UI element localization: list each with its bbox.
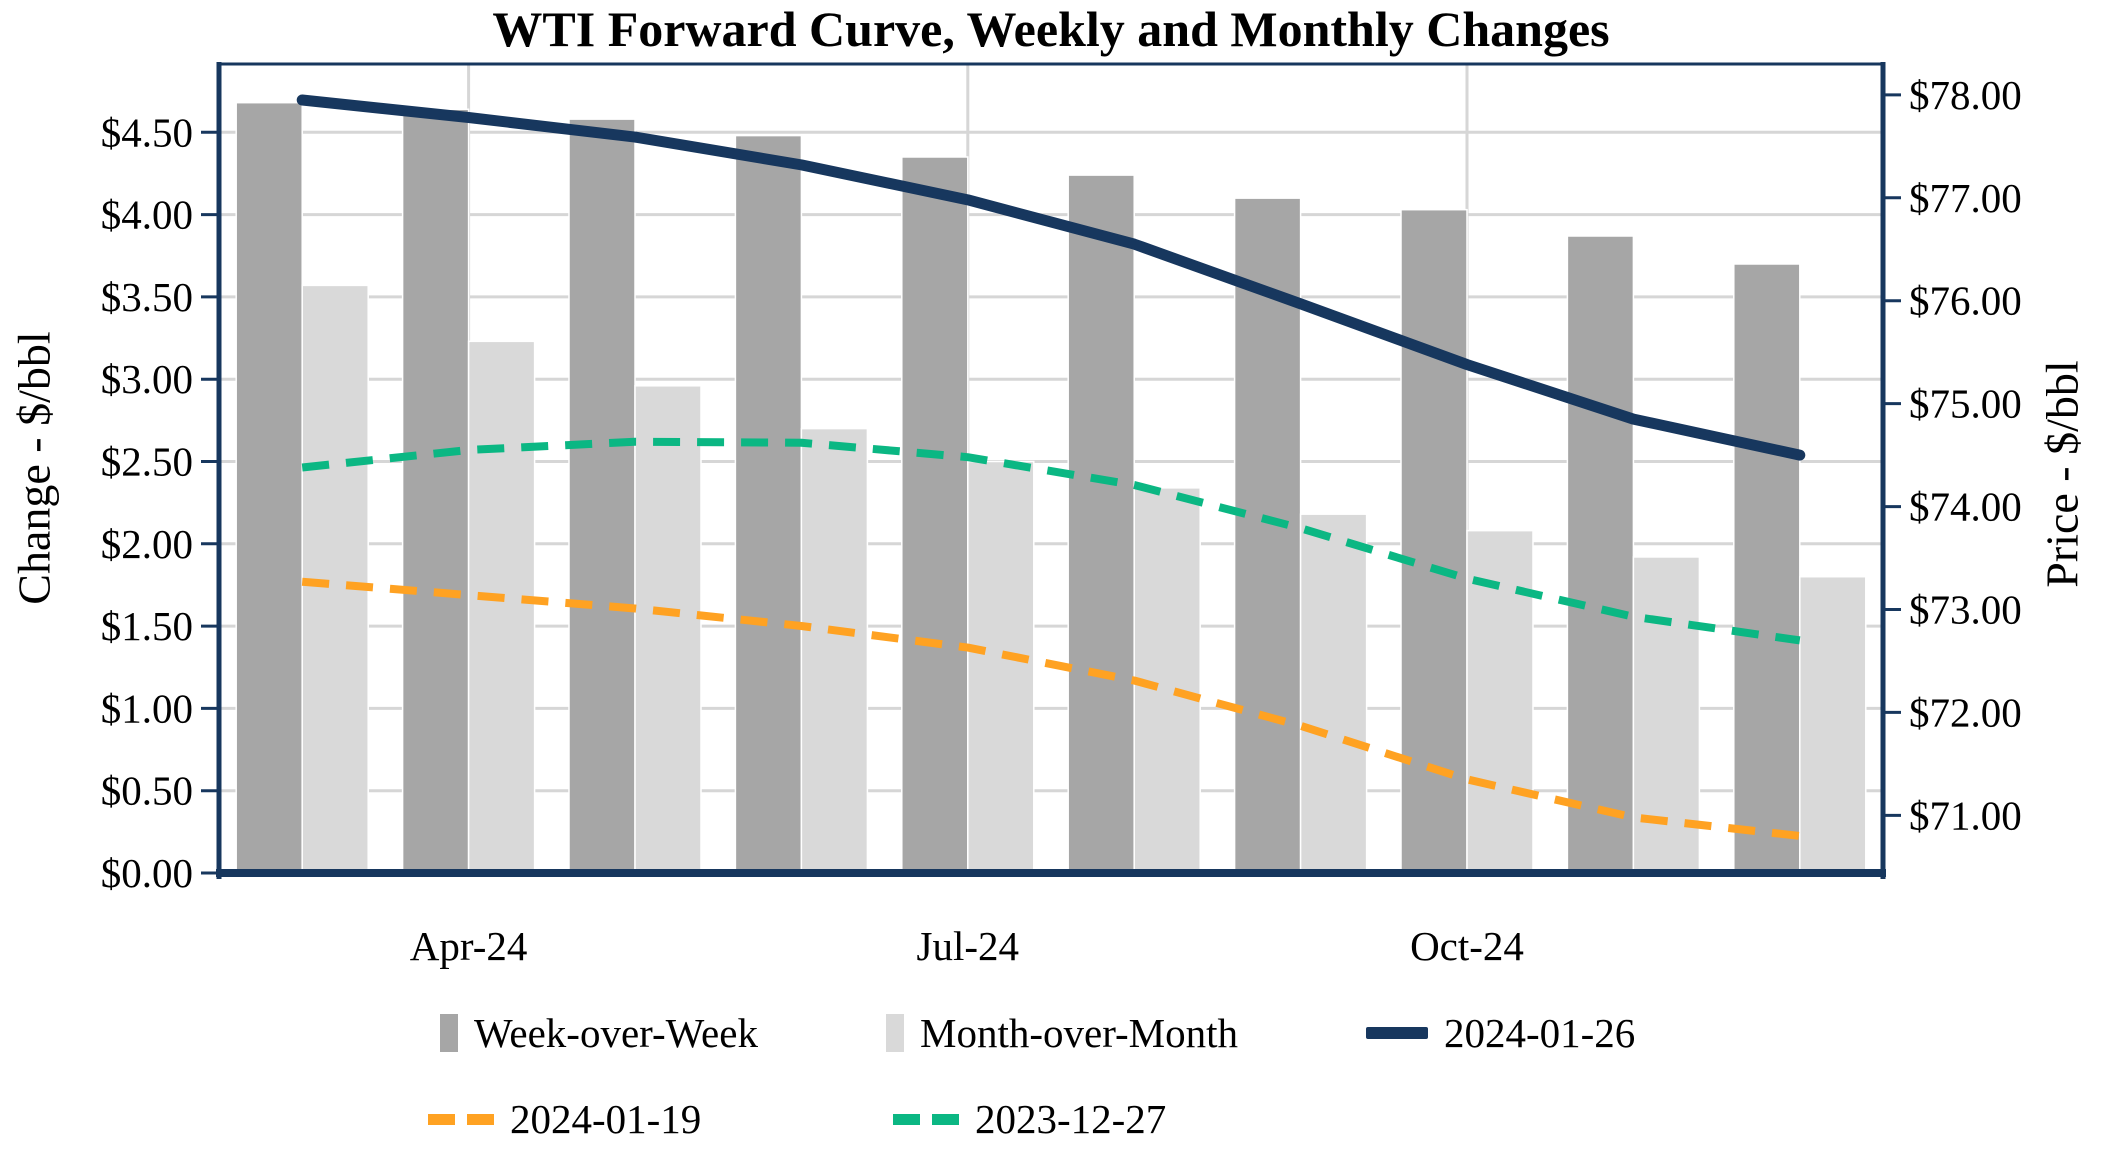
bar-week-over-week bbox=[235, 101, 303, 874]
bar-week-over-week bbox=[1067, 174, 1135, 874]
line-2023-12-27 bbox=[301, 437, 1801, 645]
right-axis-tick-label: $75.00 bbox=[1909, 381, 2022, 427]
bar-week-over-week bbox=[1733, 263, 1801, 874]
right-axis-tick-label: $77.00 bbox=[1909, 175, 2022, 221]
bar-week-over-week bbox=[734, 134, 803, 874]
bar-month-over-month bbox=[1299, 513, 1368, 874]
chart-title: WTI Forward Curve, Weekly and Monthly Ch… bbox=[492, 1, 1610, 57]
right-axis-tick-label: $76.00 bbox=[1909, 278, 2022, 324]
bar-month-over-month bbox=[800, 427, 869, 874]
left-axis-tick-label: $1.00 bbox=[101, 685, 193, 731]
left-axis-tick-label: $3.50 bbox=[101, 274, 193, 320]
left-axis-tick-label: $1.50 bbox=[101, 603, 193, 649]
left-axis-tick-label: $0.50 bbox=[101, 768, 193, 814]
left-axis-tick-label: $0.00 bbox=[101, 850, 193, 896]
left-axis-tick-label: $2.00 bbox=[101, 521, 193, 567]
line-2024-01-19 bbox=[301, 577, 1801, 840]
bar-month-over-month bbox=[467, 340, 536, 874]
right-axis-tick-label: $72.00 bbox=[1909, 689, 2022, 735]
x-axis-tick-label: Apr-24 bbox=[410, 923, 528, 969]
bar-week-over-week bbox=[568, 118, 636, 874]
bar-week-over-week bbox=[901, 156, 969, 874]
left-axis-tick-label: $2.50 bbox=[101, 439, 193, 485]
left-axis-tick-label: $4.50 bbox=[101, 109, 193, 155]
bar-month-over-month bbox=[634, 385, 702, 874]
right-axis-tick-label: $73.00 bbox=[1909, 587, 2022, 633]
bar-week-over-week bbox=[1400, 208, 1468, 874]
bar-week-over-week bbox=[1233, 197, 1302, 874]
x-axis-tick-label: Oct-24 bbox=[1410, 923, 1524, 969]
x-axis-tick-label: Jul-24 bbox=[917, 923, 1020, 969]
left-axis-tick-label: $3.00 bbox=[101, 356, 193, 402]
right-axis-tick-label: $74.00 bbox=[1909, 484, 2022, 530]
left-axis-tick-label: $4.00 bbox=[101, 192, 193, 238]
bar-week-over-week bbox=[1566, 235, 1635, 874]
line-2024-01-26 bbox=[296, 94, 1806, 461]
bar-week-over-week bbox=[401, 108, 470, 874]
right-axis-tick-label: $71.00 bbox=[1909, 792, 2022, 838]
bar-month-over-month bbox=[967, 460, 1035, 874]
bar-month-over-month bbox=[1799, 575, 1867, 874]
right-axis-tick-label: $78.00 bbox=[1909, 72, 2022, 118]
